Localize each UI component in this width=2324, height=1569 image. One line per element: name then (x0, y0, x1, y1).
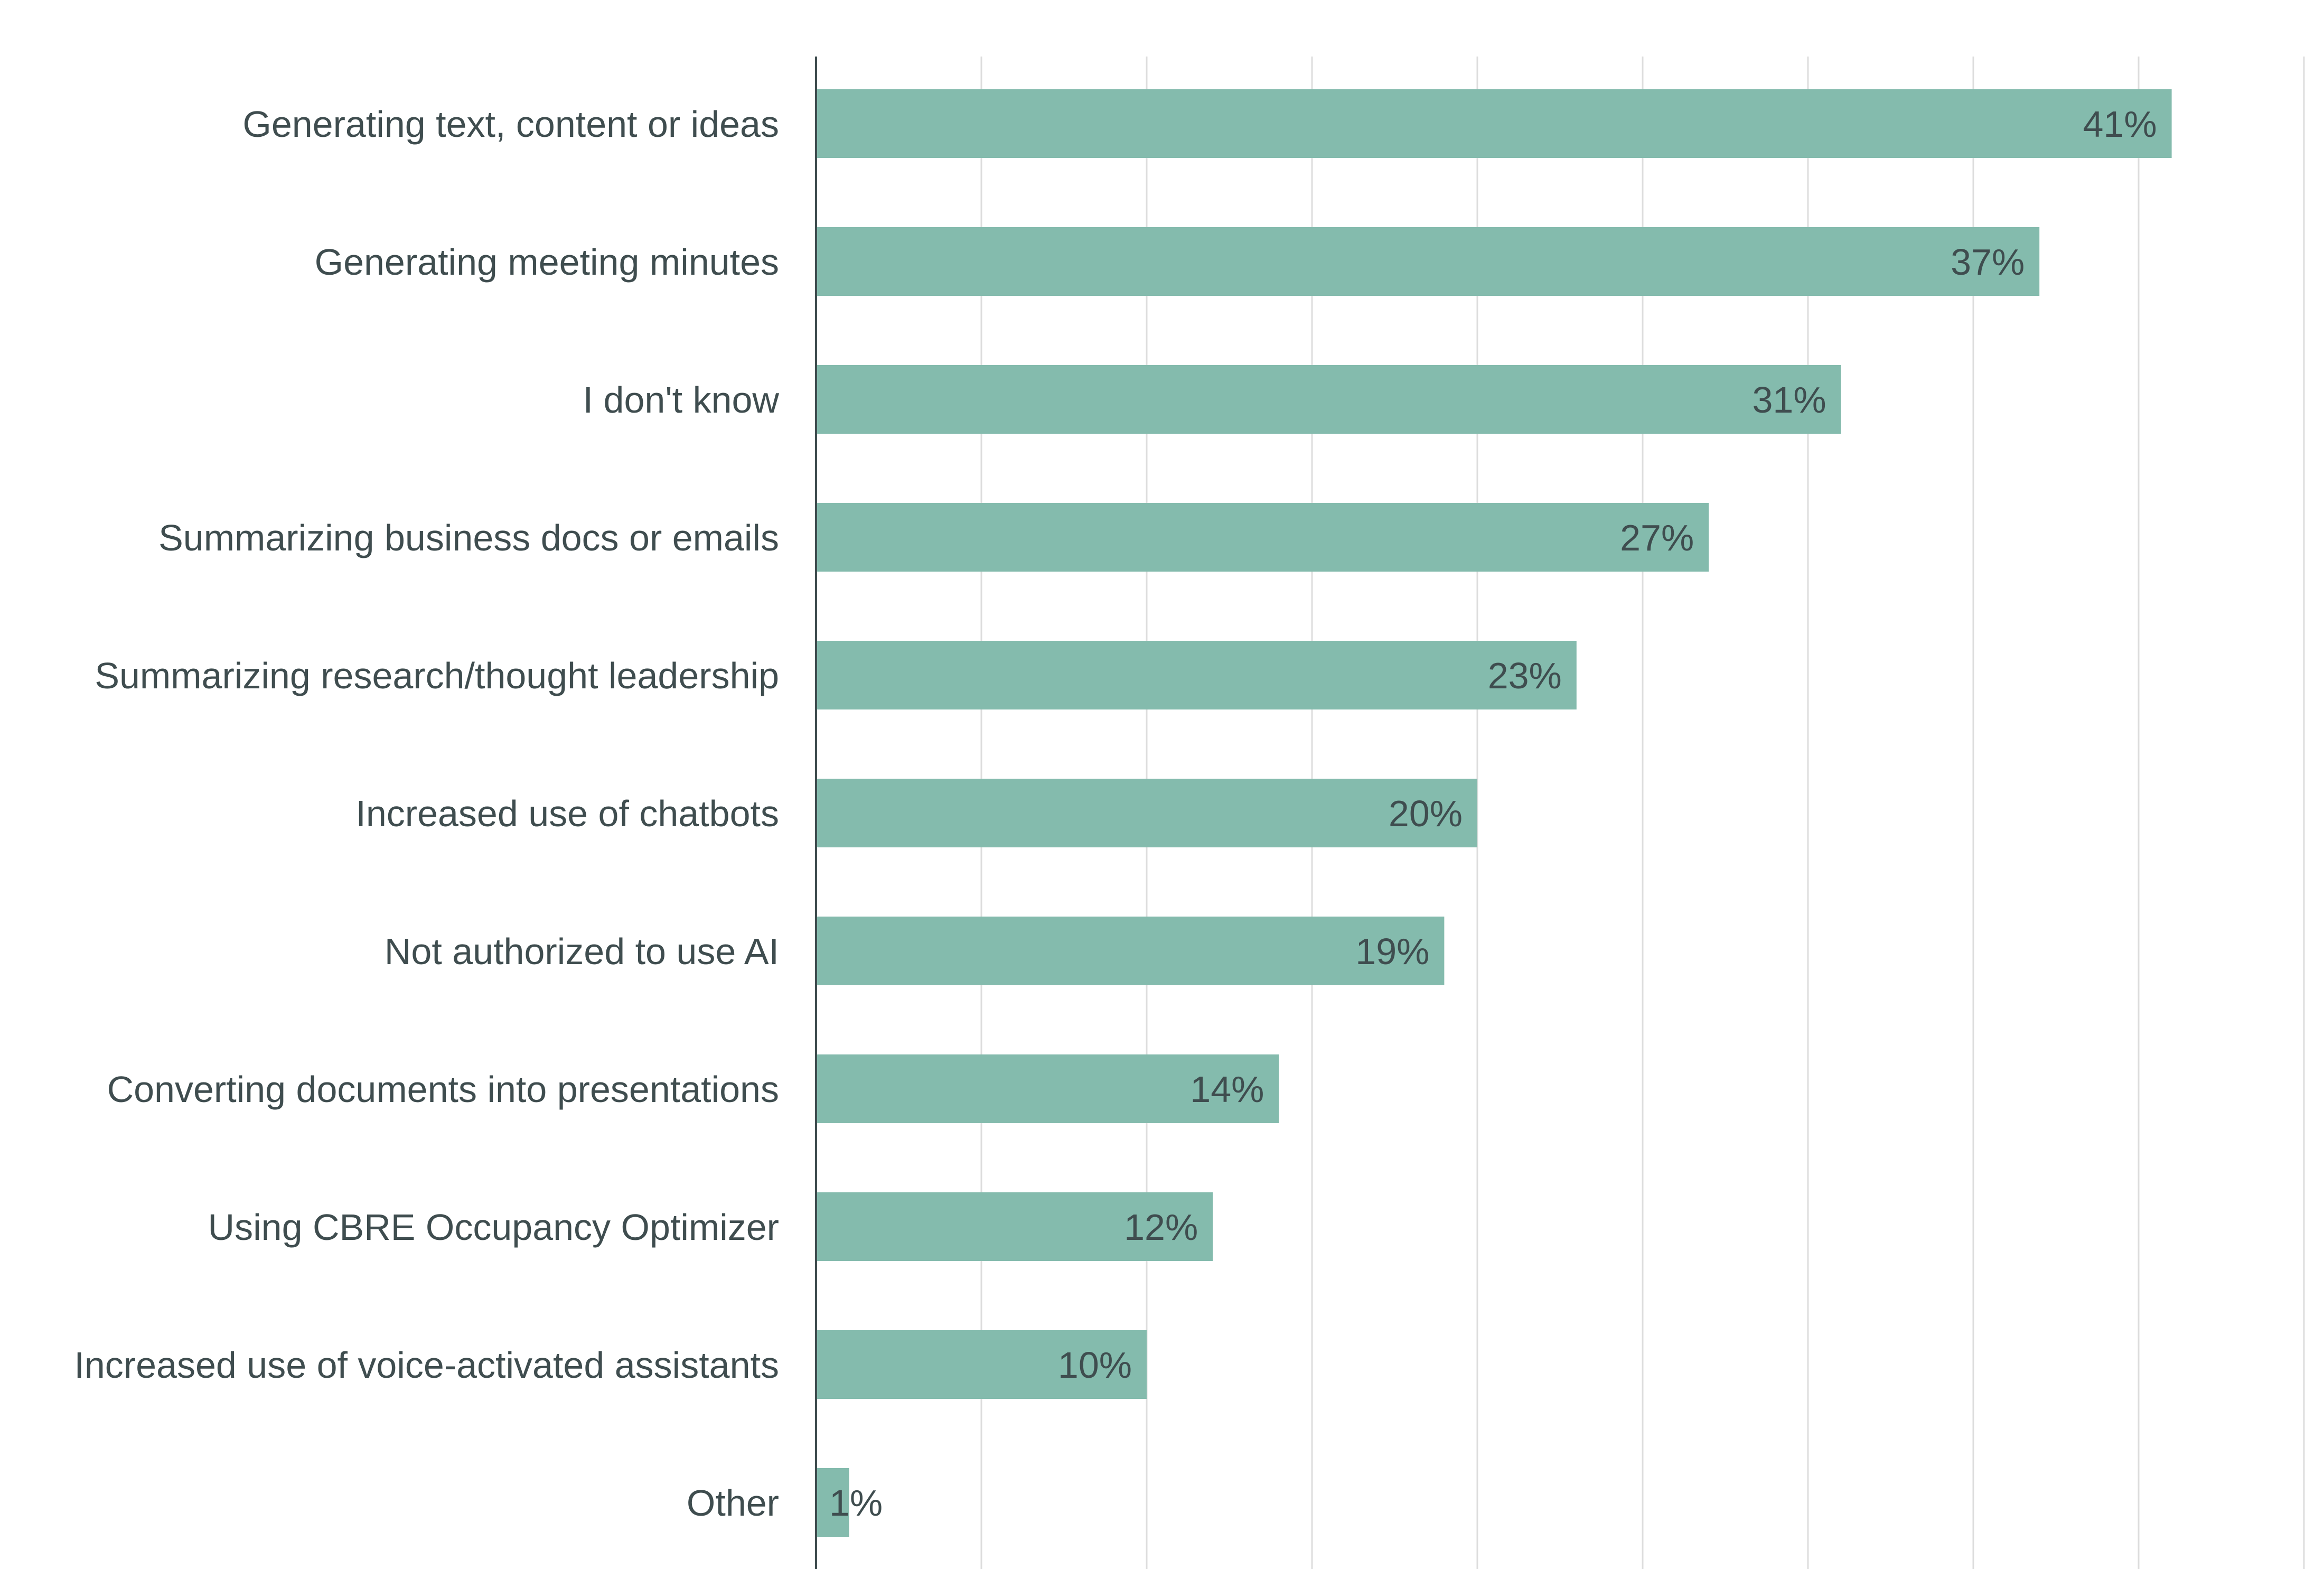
value-label: 27% (1620, 517, 1694, 558)
value-label: 41% (2083, 104, 2157, 145)
category-label: Summarizing research/thought leadership (95, 655, 779, 696)
bar (816, 917, 1445, 985)
bar (816, 89, 2172, 158)
category-label: Using CBRE Occupancy Optimizer (208, 1207, 779, 1248)
value-label: 20% (1389, 793, 1463, 834)
value-label: 23% (1488, 655, 1562, 696)
value-labels: 41% 37% 31% 27% 23% 20% 19% 14% 12% 10% 1% (829, 104, 2157, 1524)
value-label: 10% (1058, 1344, 1132, 1386)
category-label: Generating text, content or ideas (242, 104, 779, 145)
category-labels: Generating text, content or ideas Generat… (74, 104, 779, 1524)
category-label: Converting documents into presentations (107, 1069, 779, 1110)
bar (816, 779, 1477, 847)
bar (816, 1192, 1213, 1261)
bar (816, 641, 1577, 709)
bar (816, 365, 1841, 434)
value-label: 37% (1951, 241, 2025, 283)
bar (816, 1330, 1147, 1399)
category-label: Summarizing business docs or emails (158, 517, 779, 558)
category-label: Other (687, 1482, 779, 1524)
value-label: 19% (1355, 931, 1429, 972)
bars (816, 89, 2172, 1537)
bar (816, 227, 2040, 296)
value-label: 31% (1752, 379, 1826, 421)
value-label: 1% (829, 1482, 883, 1524)
category-label: Not authorized to use AI (385, 931, 779, 972)
gridlines (980, 57, 2305, 1569)
bar (816, 1054, 1279, 1123)
category-label: I don't know (583, 379, 780, 421)
bar (816, 503, 1709, 572)
value-label: 12% (1124, 1207, 1198, 1248)
value-label: 14% (1190, 1069, 1264, 1110)
category-label: Generating meeting minutes (315, 241, 779, 283)
category-label: Increased use of voice-activated assista… (74, 1344, 779, 1386)
category-label: Increased use of chatbots (355, 793, 779, 834)
bar (816, 1468, 849, 1537)
